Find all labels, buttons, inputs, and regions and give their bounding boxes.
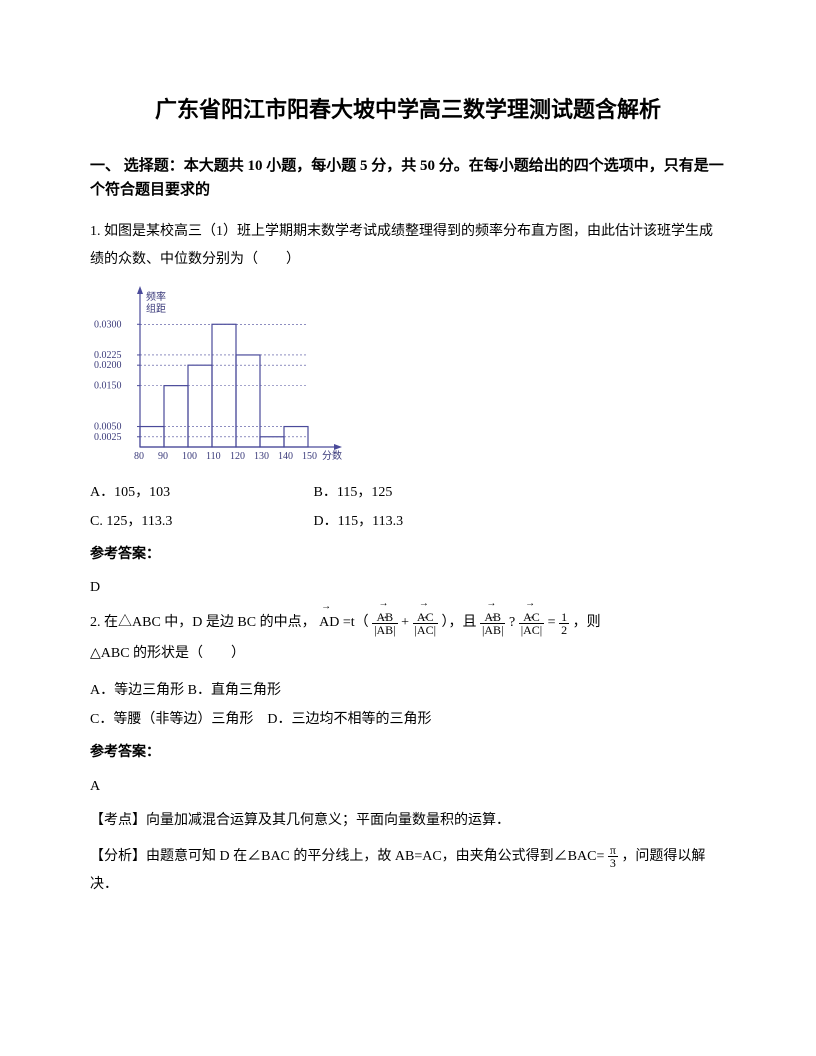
frac-half-num: 1 xyxy=(559,611,569,624)
frac-half-den: 2 xyxy=(559,624,569,636)
q2-analysis-prefix: 【分析】由题意可知 D 在∠BAC 的平分线上，故 AB=AC，由夹角公式得到∠… xyxy=(90,849,608,864)
q2-option-b: B．直角三角形 xyxy=(188,683,281,698)
q2-prefix: 2. 在△ABC 中，D 是边 BC 的中点， xyxy=(90,615,316,630)
q2-mid4: ? xyxy=(509,615,515,630)
q1-options-row2: C. 125，113.3 D．115，113.3 xyxy=(90,509,726,534)
svg-text:频率: 频率 xyxy=(146,290,166,303)
q1-answer: D xyxy=(90,575,726,600)
q2-mid3: ），且 xyxy=(441,615,476,630)
frac-ac2: AC|AC| xyxy=(519,611,544,636)
q1-option-b: B．115，125 xyxy=(314,480,393,505)
svg-text:分数: 分数 xyxy=(322,449,342,462)
svg-text:110: 110 xyxy=(206,451,221,462)
q1-option-c: C. 125，113.3 xyxy=(90,509,310,534)
q2-options-row1: A．等边三角形 B．直角三角形 xyxy=(90,678,726,703)
svg-text:0.0025: 0.0025 xyxy=(94,431,122,442)
frac-ab1: AB|AB| xyxy=(372,611,397,636)
q2-mid1: =t（ xyxy=(343,615,369,630)
q1-option-a: A．105，103 xyxy=(90,480,310,505)
q2-suffix: ，则 xyxy=(573,615,601,630)
vec-ab-den-2: AB xyxy=(484,624,501,636)
svg-text:150: 150 xyxy=(302,451,317,462)
svg-text:120: 120 xyxy=(230,451,245,462)
q2-mid2: + xyxy=(401,615,412,630)
frac-pi3: π3 xyxy=(608,844,618,869)
frac-half: 12 xyxy=(559,611,569,636)
svg-text:0.0200: 0.0200 xyxy=(94,360,122,371)
frac-pi3-den: 3 xyxy=(608,857,618,869)
q1-answer-label: 参考答案： xyxy=(90,542,726,567)
q2-analysis-point: 【考点】向量加减混合运算及其几何意义；平面向量数量积的运算． xyxy=(90,807,726,835)
q2-analysis: 【分析】由题意可知 D 在∠BAC 的平分线上，故 AB=AC，由夹角公式得到∠… xyxy=(90,843,726,899)
q2-option-d: D．三边均不相等的三角形 xyxy=(267,712,431,727)
q2-option-a: A．等边三角形 xyxy=(90,683,184,698)
question-1-text: 1. 如图是某校高三（1）班上学期期末数学考试成绩整理得到的频率分布直方图，由此… xyxy=(90,218,726,274)
page-title: 广东省阳江市阳春大坡中学高三数学理测试题含解析 xyxy=(90,90,726,130)
q2-options-row2: C．等腰（非等边）三角形 D．三边均不相等的三角形 xyxy=(90,707,726,732)
vec-ad: AD xyxy=(319,608,339,639)
svg-text:100: 100 xyxy=(182,451,197,462)
frac-ac1: AC|AC| xyxy=(413,611,438,636)
q1-option-d: D．115，113.3 xyxy=(314,509,404,534)
q1-options-row1: A．105，103 B．115，125 xyxy=(90,480,726,505)
section-header: 一、 选择题：本大题共 10 小题，每小题 5 分，共 50 分。在每小题给出的… xyxy=(90,154,726,202)
histogram-chart: 频率组距0.03000.02250.02000.01500.00500.0025… xyxy=(90,282,370,472)
vec-ac-den-1: AC xyxy=(417,624,434,636)
histogram-svg: 频率组距0.03000.02250.02000.01500.00500.0025… xyxy=(90,282,370,472)
svg-text:0.0300: 0.0300 xyxy=(94,319,122,330)
q2-option-c: C．等腰（非等边）三角形 xyxy=(90,712,253,727)
vec-ac-den-2: AC xyxy=(523,624,540,636)
q2-line2: △ABC 的形状是（ ） xyxy=(90,646,245,661)
q2-answer: A xyxy=(90,774,726,799)
frac-ab2: AB|AB| xyxy=(480,611,505,636)
svg-text:90: 90 xyxy=(158,451,168,462)
q2-mid5: = xyxy=(548,615,559,630)
q2-answer-label: 参考答案： xyxy=(90,740,726,765)
vec-ab-den-1: AB xyxy=(377,624,394,636)
svg-text:130: 130 xyxy=(254,451,269,462)
svg-text:80: 80 xyxy=(134,451,144,462)
svg-text:组距: 组距 xyxy=(146,302,166,315)
svg-text:0.0150: 0.0150 xyxy=(94,380,122,391)
svg-text:140: 140 xyxy=(278,451,293,462)
question-2-text: 2. 在△ABC 中，D 是边 BC 的中点， AD =t（ AB|AB| + … xyxy=(90,608,726,670)
